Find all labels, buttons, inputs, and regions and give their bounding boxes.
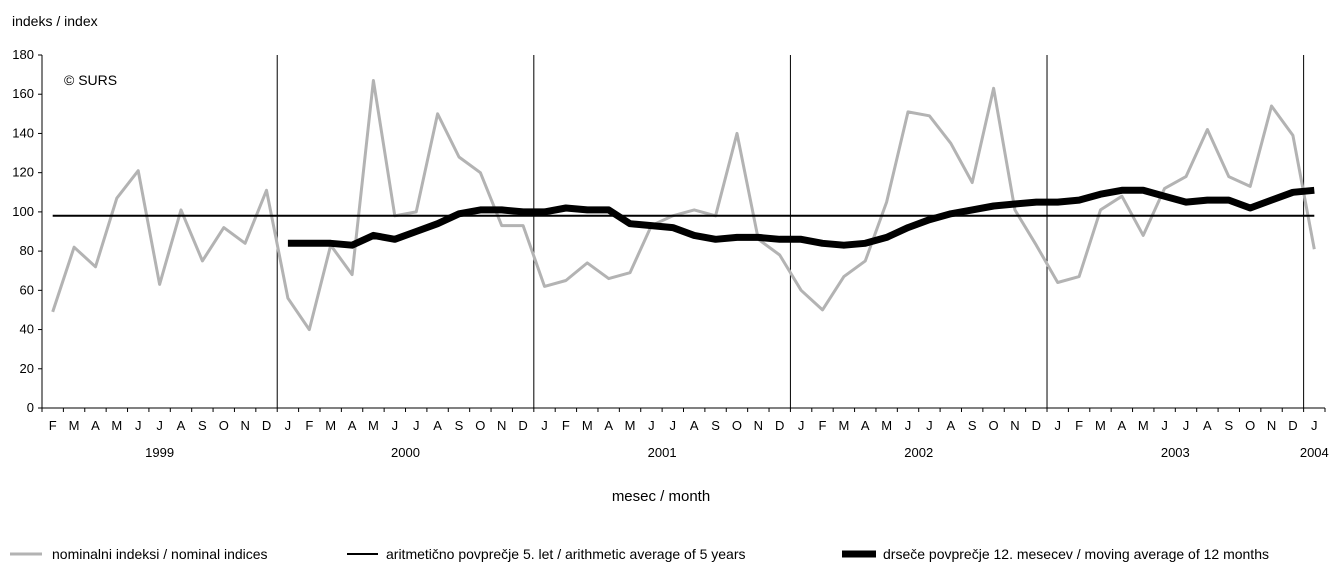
x-tick-label: A [1118,418,1127,433]
x-tick-label: N [1267,418,1276,433]
x-tick-label: J [135,418,142,433]
x-tick-label: J [1183,418,1190,433]
x-tick-label: N [497,418,506,433]
x-tick-label: J [1054,418,1061,433]
x-tick-label: S [1224,418,1233,433]
x-tick-label: A [861,418,870,433]
x-tick-label: A [946,418,955,433]
y-tick-label: 0 [27,400,34,415]
y-tick-label: 140 [12,125,34,140]
x-tick-label: M [881,418,892,433]
x-tick-label: J [392,418,399,433]
y-tick-label: 100 [12,204,34,219]
x-tick-label: M [625,418,636,433]
x-tick-label: J [285,418,292,433]
x-tick-label: N [1010,418,1019,433]
legend-label-moving-average: drseče povprečje 12. mesecev / moving av… [883,546,1269,562]
x-tick-label: O [1245,418,1255,433]
x-tick-label: S [968,418,977,433]
x-tick-label: M [69,418,80,433]
y-tick-label: 120 [12,165,34,180]
x-tick-label: F [49,418,57,433]
year-label: 2000 [391,445,420,460]
x-tick-label: M [368,418,379,433]
x-tick-label: N [754,418,763,433]
series-layer [51,79,1316,332]
x-tick-label: M [1138,418,1149,433]
x-tick-label: F [1075,418,1083,433]
x-tick-label: J [926,418,933,433]
year-label: 2002 [904,445,933,460]
x-tick-label: S [198,418,207,433]
y-tick-label: 20 [20,361,34,376]
y-tick-label: 180 [12,47,34,62]
y-tick-label: 40 [20,322,34,337]
x-tick-label: D [1288,418,1297,433]
x-tick-label: F [305,418,313,433]
year-label: 2004 [1300,445,1329,460]
x-tick-label: J [670,418,677,433]
x-tick-label: M [582,418,593,433]
x-tick-label: J [1311,418,1318,433]
year-label: 2001 [648,445,677,460]
x-tick-label: F [819,418,827,433]
y-tick-label: 80 [20,243,34,258]
x-tick-label: J [648,418,655,433]
x-tick-label: J [413,418,420,433]
x-tick-label: N [240,418,249,433]
x-tick-label: D [1032,418,1041,433]
x-axis-label: mesec / month [612,488,710,505]
x-tick-label: O [732,418,742,433]
year-label: 2003 [1161,445,1190,460]
x-tick-label: O [988,418,998,433]
x-tick-label: A [433,418,442,433]
x-tick-label: O [475,418,485,433]
series-moving-average [287,186,1315,249]
x-tick-label: A [91,418,100,433]
x-tick-label: A [177,418,186,433]
x-tick-label: D [775,418,784,433]
copyright-watermark: © SURS [64,72,117,88]
y-tick-label: 60 [20,282,34,297]
legend-label-average: aritmetično povprečje 5. let / arithmeti… [386,546,746,562]
x-tick-label: A [1203,418,1212,433]
y-axis-label: indeks / index [12,13,98,29]
legend: nominalni indeksi / nominal indices arit… [10,546,1269,562]
x-tick-label: M [1095,418,1106,433]
x-tick-label: A [348,418,357,433]
x-tick-label: S [455,418,464,433]
x-tick-label: J [1161,418,1168,433]
x-tick-label: A [690,418,699,433]
x-tick-label: M [325,418,336,433]
x-tick-label: S [711,418,720,433]
plot-area [276,55,1305,408]
year-label: 1999 [145,445,174,460]
x-tick-label: J [798,418,805,433]
x-tick-label: A [604,418,613,433]
x-tick-label: D [262,418,271,433]
series-nominal-indices [51,79,1316,332]
legend-label-nominal: nominalni indeksi / nominal indices [52,546,268,562]
y-tick-label: 160 [12,86,34,101]
x-tick-label: M [111,418,122,433]
x-tick-label: J [156,418,163,433]
x-tick-label: M [838,418,849,433]
x-tick-label: J [541,418,548,433]
x-tick-label: D [518,418,527,433]
x-tick-label: J [905,418,912,433]
x-tick-label: F [562,418,570,433]
x-tick-label: O [219,418,229,433]
